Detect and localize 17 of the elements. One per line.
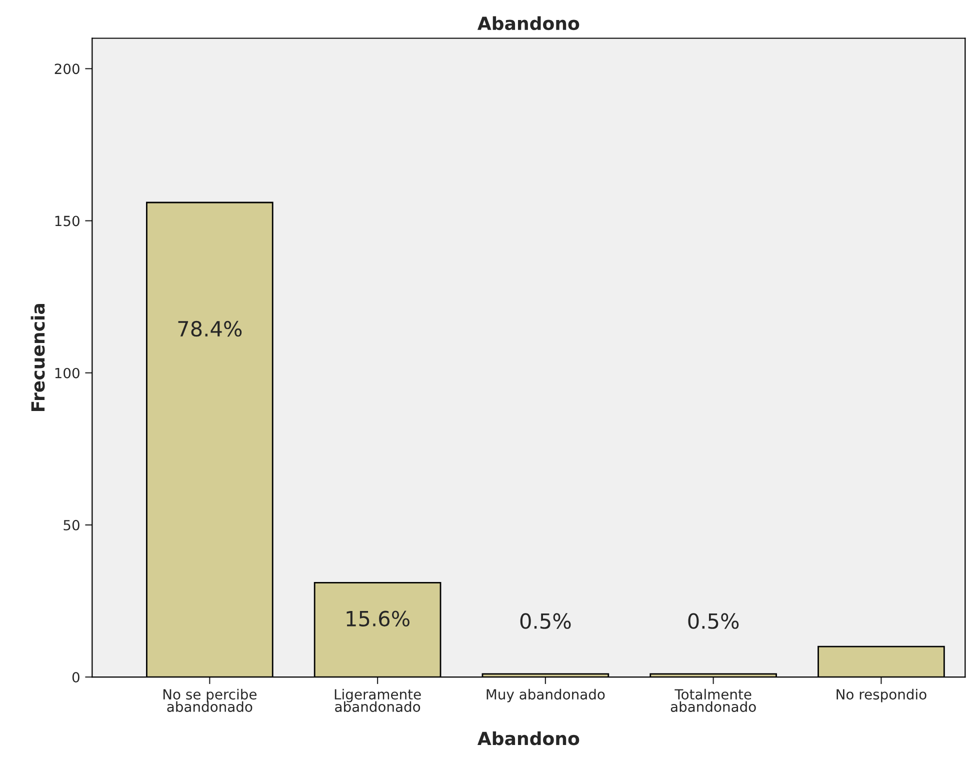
y-axis-title: Frecuencia — [30, 304, 45, 412]
x-tick-label: No se percibe abandonado — [163, 688, 256, 712]
annotation: 78.4% — [178, 320, 242, 337]
y-tick-label: 150 — [55, 216, 80, 226]
chart-title: Abandono — [477, 16, 580, 30]
annotation: 15.6% — [346, 610, 410, 626]
annotation: 0.5% — [520, 613, 571, 629]
y-tick-label: 50 — [64, 520, 80, 530]
y-tick-label: 100 — [55, 368, 80, 378]
y-tick-label: 200 — [54, 64, 80, 74]
x-tick-label: Muy abandonado — [486, 688, 605, 702]
x-tick-label: Totalmente abandonado — [670, 688, 756, 712]
y-tick-label: 0 — [72, 672, 80, 682]
x-axis-title: Abandono — [477, 731, 580, 746]
x-tick-label: Ligeramente abandonado — [334, 688, 421, 712]
annotation: 0.5% — [688, 613, 739, 629]
x-tick-label: No respondio — [836, 688, 926, 702]
